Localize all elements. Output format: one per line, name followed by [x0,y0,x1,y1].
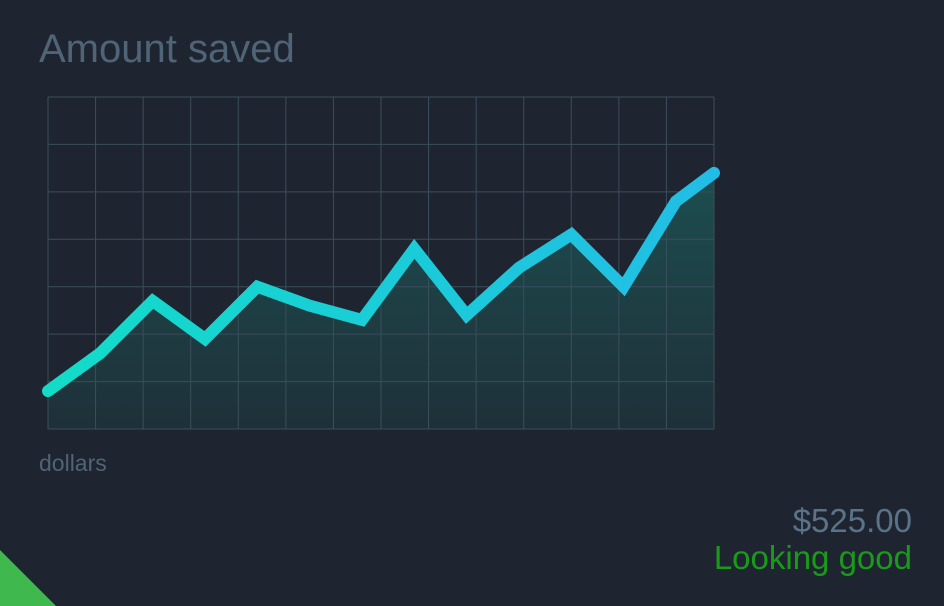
savings-line [42,166,720,398]
status-message: Looking good [713,539,912,576]
y-axis-unit-label: dollars [39,450,107,476]
page-title: Amount saved [39,27,295,71]
total-amount: $525.00 [792,502,912,539]
